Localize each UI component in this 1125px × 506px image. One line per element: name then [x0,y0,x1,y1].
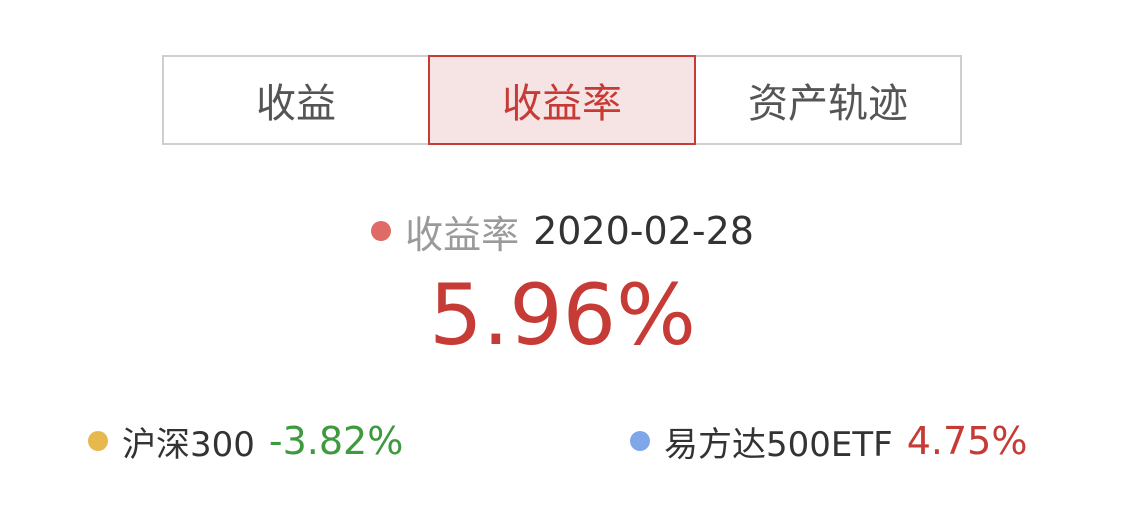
legend-item-etf500: 易方达500ETF 4.75% [630,418,1028,465]
legend-value: -3.82% [268,419,404,463]
legend-name: 沪深300 [122,424,255,465]
etf500-dot-icon [630,431,650,451]
legend-value: 4.75% [906,419,1028,463]
tab-bar: 收益 收益率 资产轨迹 [162,55,962,145]
legend-name: 易方达500ETF [664,424,893,465]
tab-return-rate[interactable]: 收益率 [428,55,696,145]
hs300-dot-icon [88,431,108,451]
summary-label: 收益率 [405,212,520,257]
summary-date: 2020-02-28 [533,209,754,253]
return-rate-dot-icon [371,221,392,241]
return-rate-value: 5.96% [429,266,696,364]
summary-header: 收益率 2020-02-28 [0,205,1125,257]
legend-item-hs300: 沪深300 -3.82% [88,418,404,465]
tab-profit[interactable]: 收益 [256,81,336,127]
tab-asset-track[interactable]: 资产轨迹 [748,81,908,127]
